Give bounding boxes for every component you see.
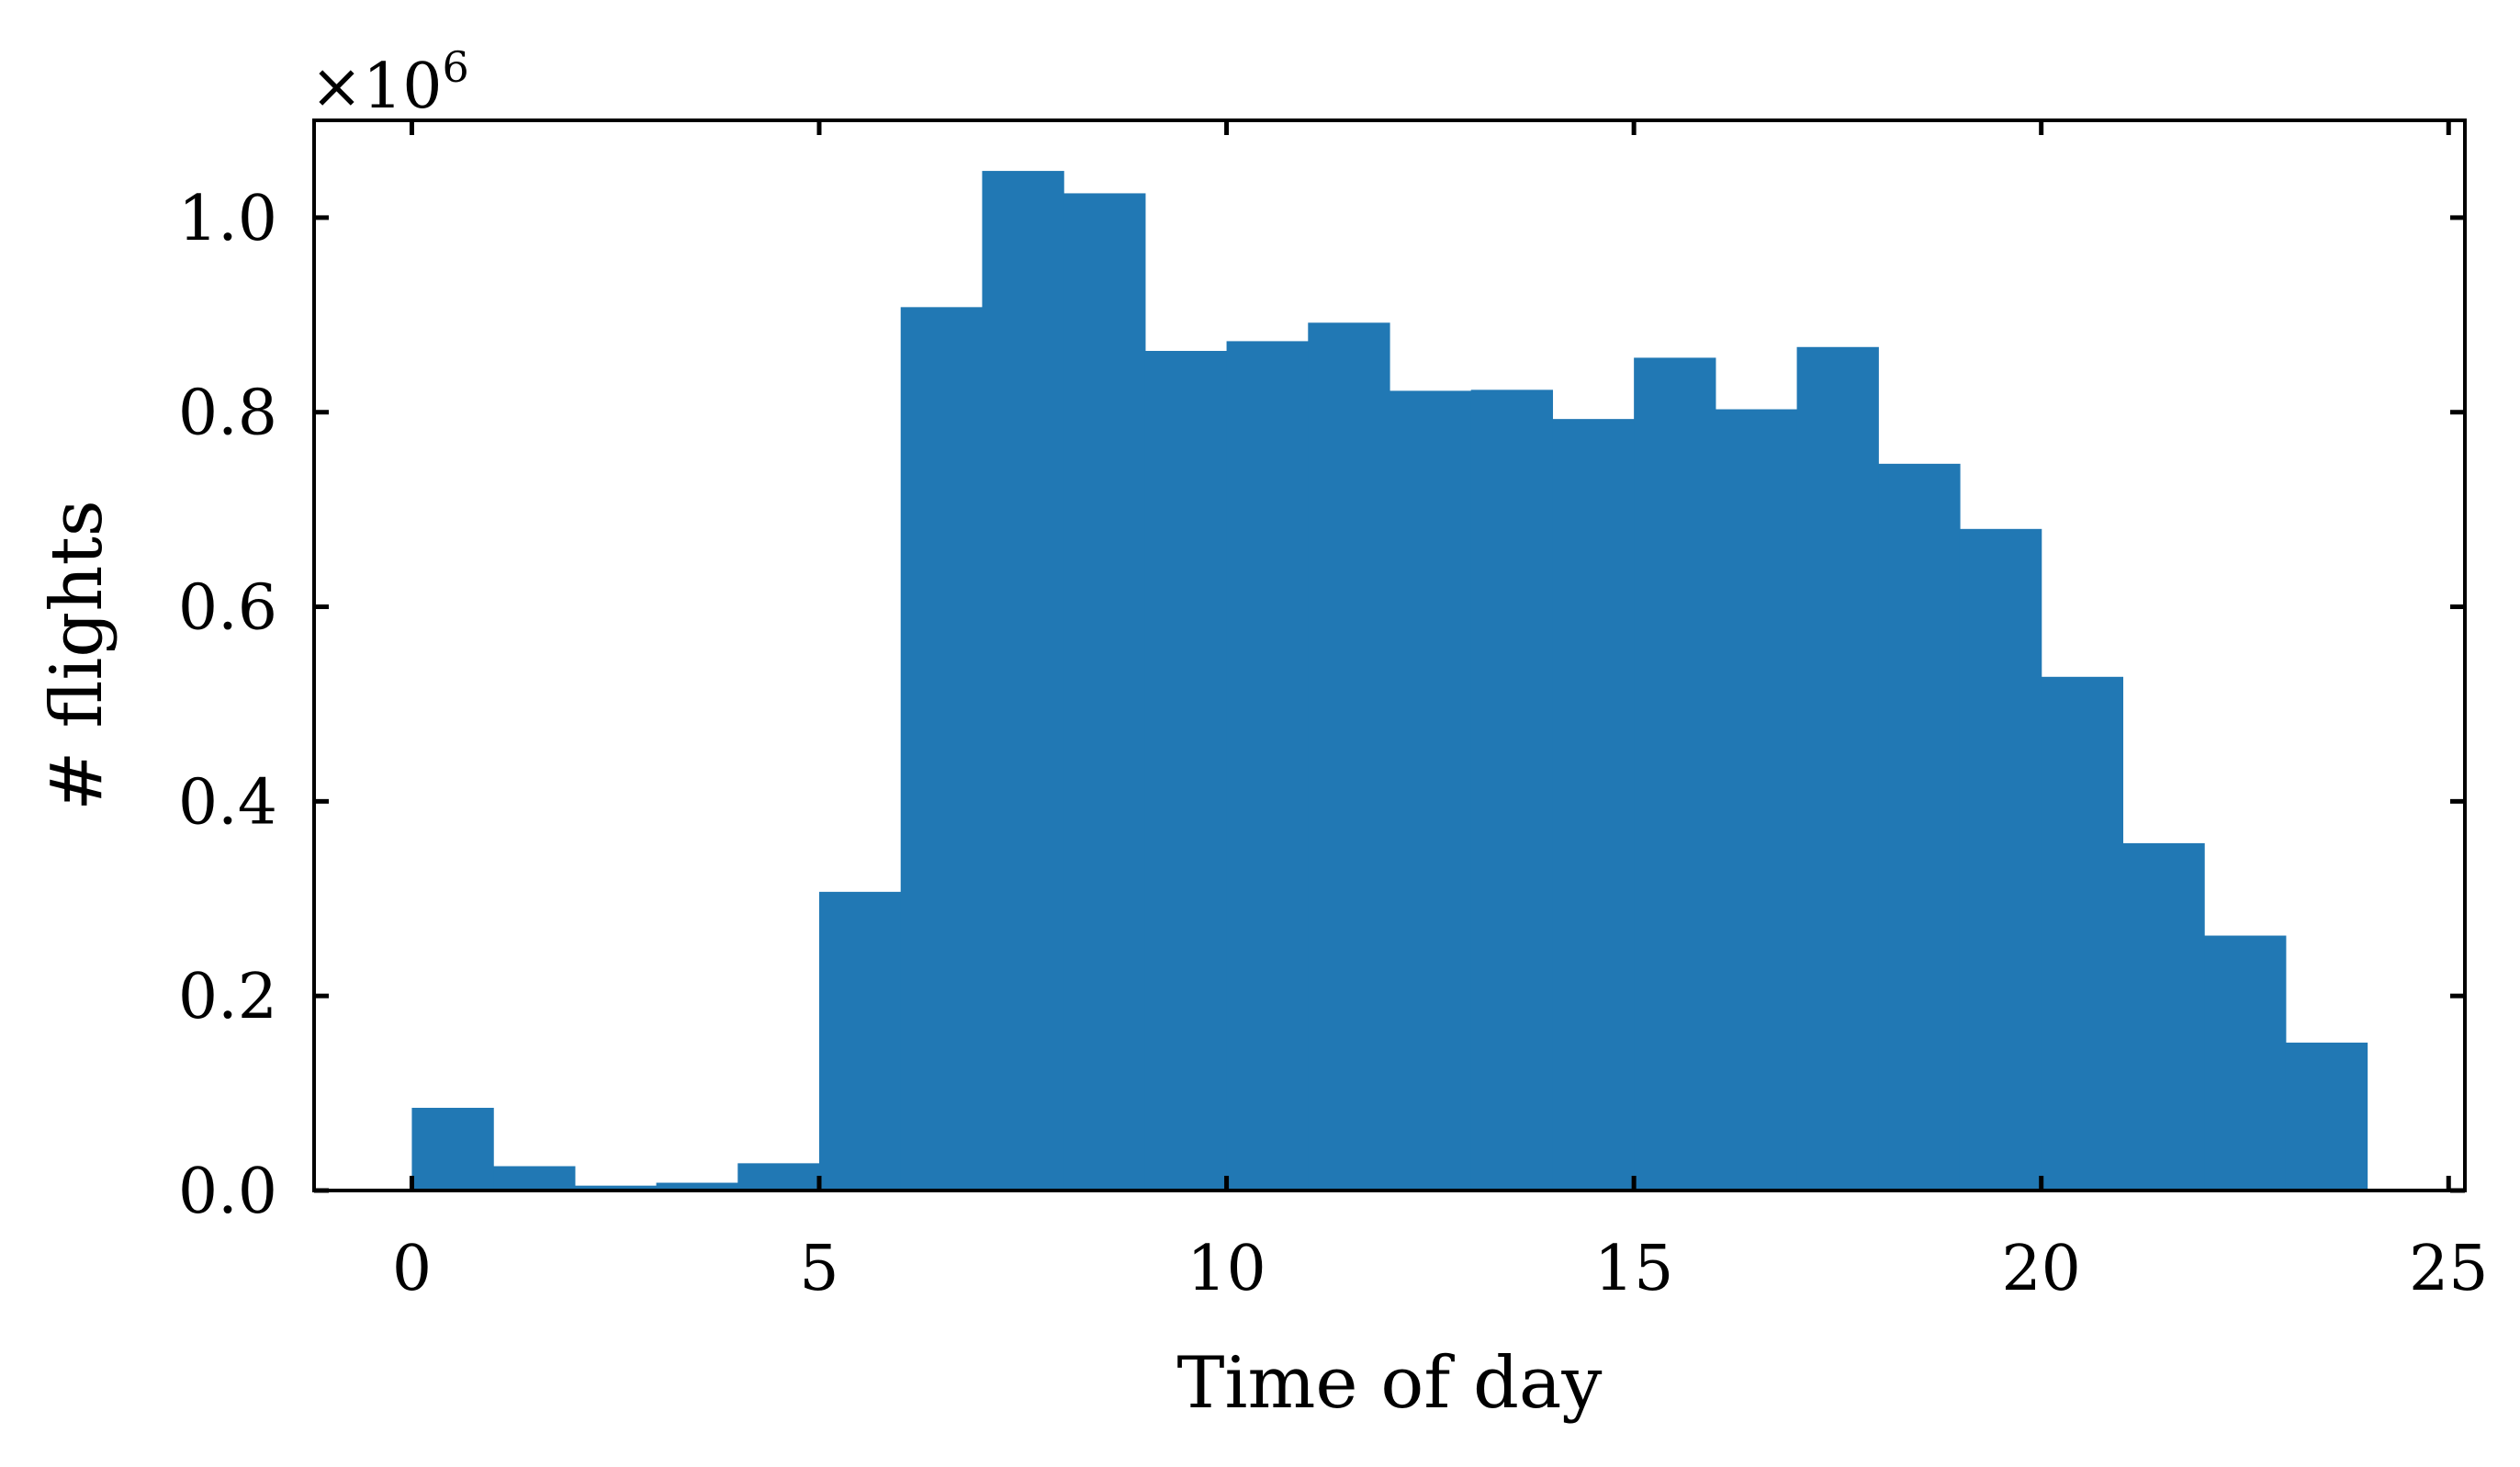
histogram-bar: [900, 307, 984, 1191]
x-tick-label: 20: [2001, 1233, 2081, 1305]
y-multiplier-exponent: 6: [443, 42, 469, 92]
histogram-bar: [1389, 390, 1472, 1191]
x-axis-label: Time of day: [1176, 1342, 1602, 1425]
histogram-bar: [1226, 341, 1309, 1191]
x-tick-label: 5: [799, 1233, 838, 1305]
histogram-bar: [819, 891, 902, 1191]
y-tick-label: 0.8: [178, 378, 277, 450]
plot-frame: [312, 118, 2467, 1192]
y-tick-label: 1.0: [178, 183, 277, 255]
histogram-bar: [982, 171, 1064, 1191]
histogram-bar: [411, 1107, 494, 1191]
histogram-bar: [2285, 1043, 2368, 1191]
y-tick-label: 0.4: [178, 766, 277, 839]
x-tick-label: 10: [1187, 1233, 1266, 1305]
histogram-bar: [1715, 409, 1798, 1191]
histogram-bar: [493, 1166, 576, 1191]
y-tick-label: 0.6: [178, 572, 277, 645]
x-ticks: 0 5 10 15 20 25: [392, 120, 2489, 1305]
bars-group: [411, 171, 2368, 1191]
histogram-bar: [2204, 935, 2287, 1191]
histogram-bar: [1634, 357, 1716, 1191]
histogram-bar: [1470, 389, 1554, 1191]
histogram-bar: [1959, 528, 2042, 1191]
y-axis-label: # flights: [36, 500, 118, 811]
y-tick-label: 0.2: [178, 961, 277, 1033]
histogram-bar: [2122, 842, 2205, 1191]
histogram-bar: [1063, 193, 1146, 1191]
histogram-bar: [2041, 676, 2124, 1191]
histogram-bar: [656, 1182, 738, 1191]
y-tick-label: 0.0: [178, 1156, 277, 1228]
y-multiplier: ×106: [310, 42, 469, 123]
x-tick-label: 0: [392, 1233, 432, 1305]
histogram-bar: [1552, 419, 1635, 1191]
x-tick-label: 25: [2409, 1233, 2489, 1305]
histogram-bar: [737, 1163, 820, 1191]
histogram-bar: [1308, 322, 1390, 1191]
histogram-bar: [1144, 351, 1228, 1191]
y-ticks: 0.0 0.2 0.4 0.6 0.8 1.0: [178, 183, 2465, 1228]
x-tick-label: 15: [1594, 1233, 1674, 1305]
histogram-bar: [1796, 346, 1879, 1191]
histogram-bar: [574, 1185, 658, 1191]
histogram-bar: [1878, 463, 1961, 1191]
